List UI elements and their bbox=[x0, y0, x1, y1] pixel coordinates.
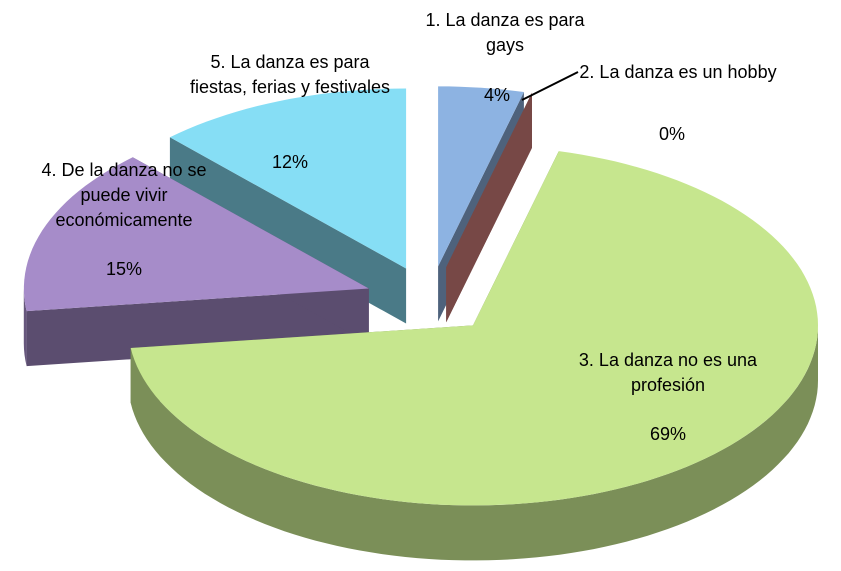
slice-label: 1. La danza es para gays bbox=[425, 10, 585, 55]
slice bbox=[23, 157, 369, 312]
slice-label: 4. De la danza no se puede vivir económi… bbox=[41, 160, 207, 230]
leader-line bbox=[521, 71, 579, 101]
value-label: 0% bbox=[658, 124, 685, 144]
slice-label: 2. La danza es un hobby bbox=[579, 62, 777, 82]
value-label: 69% bbox=[649, 424, 687, 444]
slice-label: 3. La danza no es una profesión bbox=[578, 350, 758, 395]
value-label: 4% bbox=[483, 85, 510, 105]
value-label: 12% bbox=[271, 152, 309, 172]
value-label: 15% bbox=[105, 259, 143, 279]
slice-side bbox=[446, 92, 532, 323]
slice bbox=[130, 151, 818, 506]
slice-wall bbox=[23, 288, 27, 367]
slice bbox=[169, 88, 407, 269]
slice-wall bbox=[130, 325, 818, 561]
slice bbox=[438, 86, 524, 267]
slice-label: 5. La danza es para fiestas, ferias y fe… bbox=[189, 52, 391, 97]
